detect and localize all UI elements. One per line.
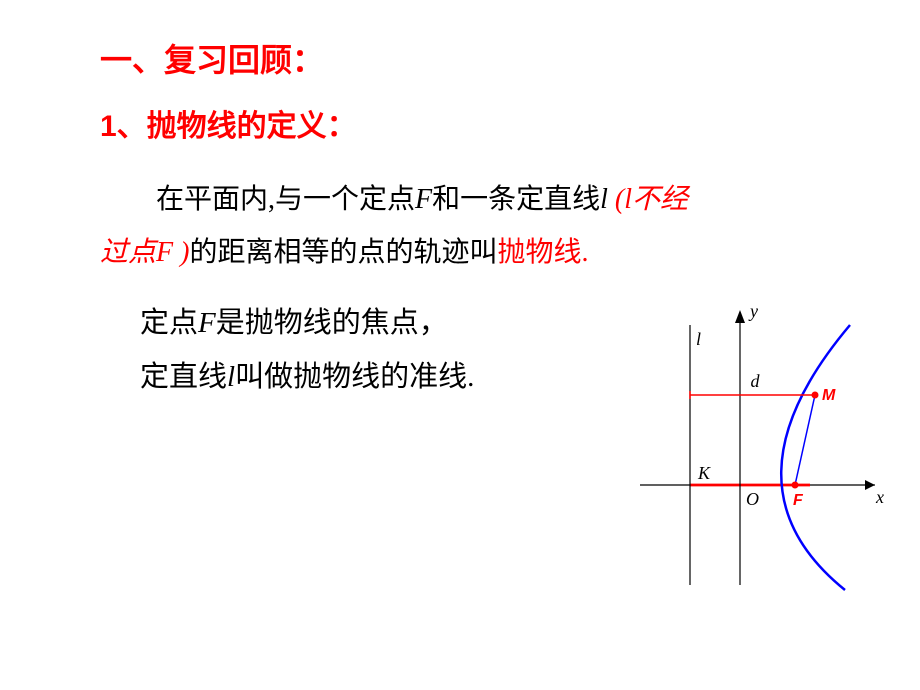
parabola-figure: y x l d M K O F [620, 295, 890, 595]
subsection-heading: 1、抛物线的定义： [100, 101, 870, 145]
text: 在平面内,与一个定点 [156, 184, 415, 215]
text: 的距离相等的点的轨迹叫 [189, 237, 497, 268]
svg-text:l: l [696, 329, 701, 349]
text: 叫做抛物线的准线. [235, 361, 474, 393]
text-red: 抛物线. [497, 237, 588, 268]
math-l: l [600, 184, 608, 215]
text: 是抛物线的焦点， [216, 307, 448, 339]
math-F: F [415, 184, 432, 215]
svg-text:O: O [746, 489, 759, 509]
text-red: 过点F ) [100, 237, 189, 268]
svg-text:K: K [697, 463, 711, 483]
text-red: (l不经 [608, 184, 688, 215]
svg-text:F: F [793, 492, 804, 509]
svg-text:M: M [822, 387, 836, 404]
math-F: F [198, 307, 216, 339]
definition-paragraph-2: 过点F )的距离相等的点的轨迹叫抛物线. [100, 226, 870, 279]
text: 和一条定直线 [432, 184, 600, 215]
text: 定点 [140, 307, 198, 339]
definition-paragraph: 在平面内,与一个定点F和一条定直线l (l不经 [100, 173, 870, 226]
section-heading: 一、复习回顾： [100, 35, 870, 81]
text: 定直线 [140, 361, 227, 393]
svg-text:x: x [875, 487, 884, 507]
svg-text:d: d [751, 371, 761, 391]
math-l: l [227, 361, 235, 393]
svg-text:y: y [748, 301, 758, 321]
